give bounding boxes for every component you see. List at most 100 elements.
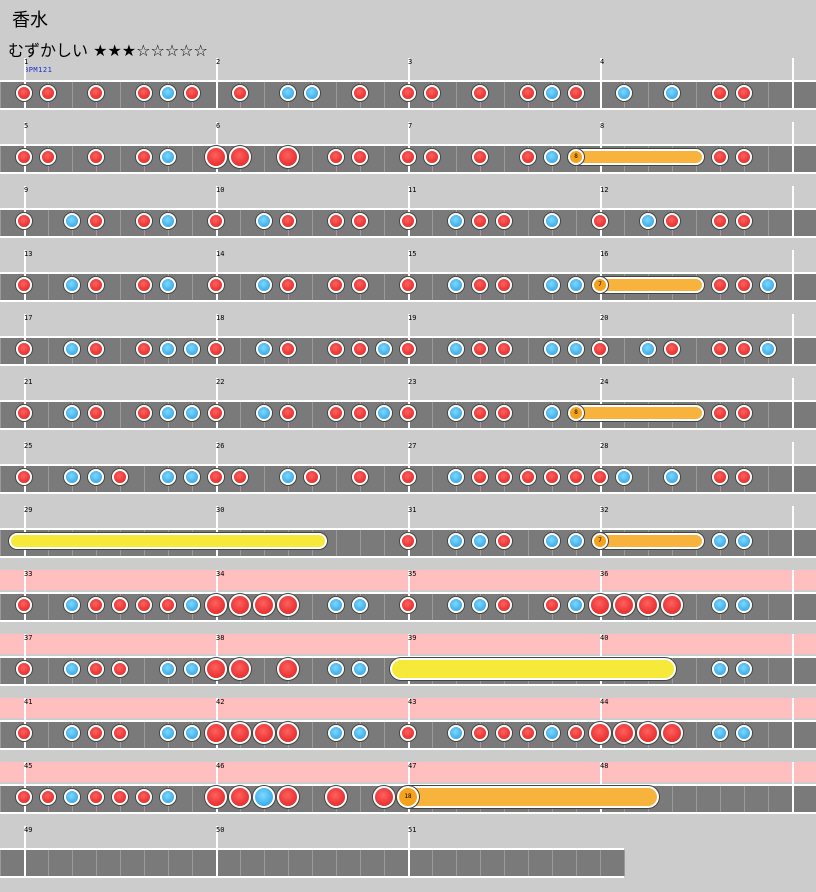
beat-line — [384, 530, 385, 556]
red-note-icon — [400, 597, 416, 613]
red-note-icon — [400, 149, 416, 165]
measure-number: 25 — [24, 442, 33, 450]
drumroll-bar — [592, 533, 704, 549]
beat-line — [0, 274, 1, 300]
red-note-icon — [232, 85, 248, 101]
beat-line — [768, 210, 769, 236]
beat-line — [96, 850, 97, 876]
measure-number: 35 — [408, 570, 417, 578]
bar-line — [600, 442, 602, 492]
red-note-icon — [88, 597, 104, 613]
red-note-icon — [40, 85, 56, 101]
red-note-icon — [16, 597, 32, 613]
beat-line — [120, 82, 121, 108]
red-note-icon — [112, 597, 128, 613]
red-note-icon — [661, 594, 683, 616]
red-note-icon — [88, 85, 104, 101]
beat-line — [192, 786, 193, 812]
beat-line — [120, 338, 121, 364]
red-note-icon — [352, 213, 368, 229]
blue-note-icon — [64, 661, 80, 677]
blue-note-icon — [64, 789, 80, 805]
blue-note-icon — [736, 725, 752, 741]
beat-line — [312, 210, 313, 236]
beat-line — [432, 210, 433, 236]
bar-line — [408, 314, 410, 364]
beat-line — [192, 210, 193, 236]
blue-note-icon — [736, 661, 752, 677]
red-note-icon — [400, 533, 416, 549]
measure-number: 28 — [600, 442, 609, 450]
beat-line — [768, 530, 769, 556]
beat-line — [768, 146, 769, 172]
bar-line — [792, 762, 794, 812]
beat-line — [504, 146, 505, 172]
red-note-icon — [16, 469, 32, 485]
red-note-icon — [736, 469, 752, 485]
beat-line — [384, 82, 385, 108]
beat-line — [528, 402, 529, 428]
bar-line — [792, 314, 794, 364]
blue-note-icon — [64, 341, 80, 357]
measure-number: 43 — [408, 698, 417, 706]
chart-row: 25 26 27 28 — [0, 442, 816, 508]
red-note-icon — [424, 85, 440, 101]
blue-note-icon — [328, 597, 344, 613]
beat-line — [144, 466, 145, 492]
beat-line — [768, 82, 769, 108]
measure-number: 22 — [216, 378, 225, 386]
beat-line — [696, 658, 697, 684]
bar-line — [792, 378, 794, 428]
bar-line — [24, 506, 26, 556]
bar-line — [216, 58, 218, 108]
beat-line — [768, 402, 769, 428]
measure-number: 7 — [408, 122, 413, 130]
red-note-icon — [496, 405, 512, 421]
bar-line — [216, 506, 218, 556]
chart-row: 45 46 47 48 18 — [0, 762, 816, 828]
blue-note-icon — [472, 597, 488, 613]
measure-number: 32 — [600, 506, 609, 514]
blue-note-icon — [448, 469, 464, 485]
red-note-icon — [736, 277, 752, 293]
red-note-icon — [712, 213, 728, 229]
measure-number: 47 — [408, 762, 417, 770]
bar-line — [216, 378, 218, 428]
red-note-icon — [373, 786, 395, 808]
blue-note-icon — [160, 85, 176, 101]
bar-line — [408, 442, 410, 492]
bar-line — [408, 826, 410, 876]
beat-line — [504, 82, 505, 108]
red-note-icon — [544, 597, 560, 613]
beat-line — [48, 466, 49, 492]
bar-line — [216, 250, 218, 300]
bar-line — [24, 378, 26, 428]
red-note-icon — [736, 341, 752, 357]
blue-note-icon — [568, 341, 584, 357]
beat-line — [312, 658, 313, 684]
red-note-icon — [496, 469, 512, 485]
measure-number: 48 — [600, 762, 609, 770]
red-note-icon — [352, 469, 368, 485]
beat-line — [120, 274, 121, 300]
beat-line — [264, 850, 265, 876]
blue-note-icon — [184, 405, 200, 421]
song-title: 香水 — [12, 10, 48, 31]
bar-line — [408, 58, 410, 108]
bar-line — [600, 378, 602, 428]
red-note-icon — [205, 786, 227, 808]
bar-line — [408, 378, 410, 428]
beat-line — [0, 530, 1, 556]
beat-line — [504, 850, 505, 876]
red-note-icon — [400, 277, 416, 293]
blue-note-icon — [160, 149, 176, 165]
red-note-icon — [472, 213, 488, 229]
red-note-icon — [520, 149, 536, 165]
blue-note-icon — [256, 277, 272, 293]
beat-line — [0, 466, 1, 492]
difficulty-line: むずかしい ★★★☆☆☆☆☆ — [8, 37, 208, 61]
bar-line — [792, 698, 794, 748]
drumroll-head-icon: 7 — [592, 277, 608, 293]
red-note-icon — [205, 594, 227, 616]
beat-line — [624, 338, 625, 364]
